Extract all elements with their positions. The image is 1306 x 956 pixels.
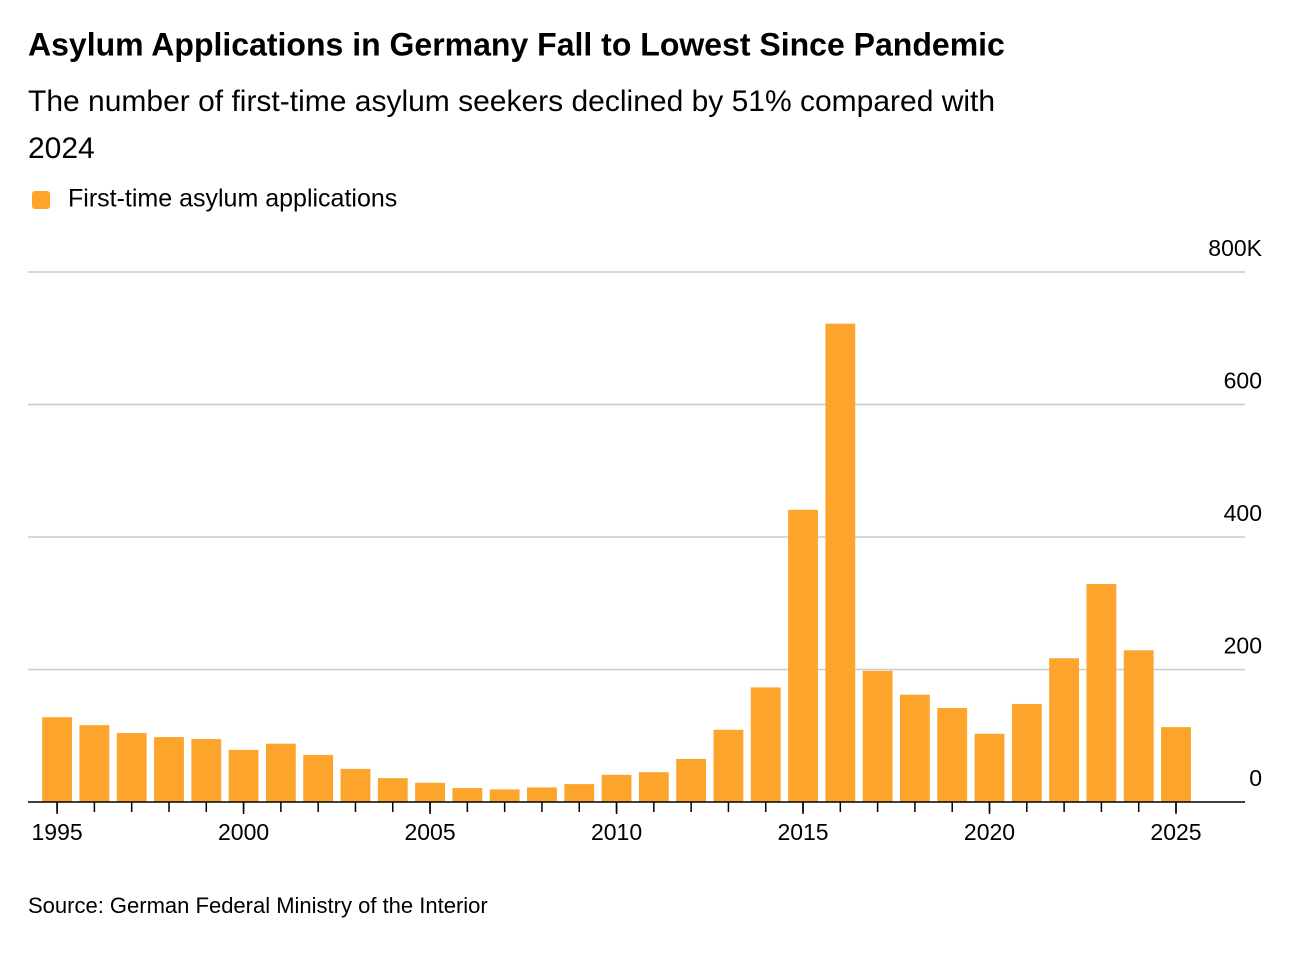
bar xyxy=(191,739,222,802)
bar xyxy=(377,778,408,802)
bar xyxy=(713,729,744,802)
bar xyxy=(900,694,930,802)
bar xyxy=(527,787,557,802)
source: Source: German Federal Ministry of the I… xyxy=(28,893,488,918)
chart-subtitle: The number of first-time asylum seekers … xyxy=(28,85,995,118)
x-tick-label: 2025 xyxy=(1150,819,1201,845)
bar xyxy=(1049,658,1080,802)
x-tick-label: 2005 xyxy=(404,819,455,845)
bar xyxy=(825,323,856,802)
bar xyxy=(601,774,632,802)
bar xyxy=(1011,703,1042,802)
legend-label: First-time asylum applications xyxy=(68,185,397,213)
bar xyxy=(676,758,707,802)
bar xyxy=(750,687,781,802)
x-tick-label: 2000 xyxy=(218,819,269,845)
bar xyxy=(228,749,259,802)
chart-subtitle: 2024 xyxy=(28,132,95,165)
bar xyxy=(862,670,893,802)
y-tick-label: 200 xyxy=(1224,633,1262,659)
bar xyxy=(937,707,968,802)
bar xyxy=(788,509,818,802)
bar xyxy=(79,725,110,802)
bar xyxy=(489,789,520,802)
x-tick-label: 1995 xyxy=(32,819,83,845)
bar xyxy=(974,733,1005,802)
bar xyxy=(415,782,445,802)
x-tick-label: 2020 xyxy=(964,819,1015,845)
legend-swatch xyxy=(32,191,50,209)
x-tick-label: 2010 xyxy=(591,819,642,845)
bar xyxy=(452,788,483,802)
y-tick-label: 400 xyxy=(1224,500,1262,526)
bar xyxy=(1086,584,1117,802)
y-tick-label: 0 xyxy=(1249,765,1262,791)
bar xyxy=(340,768,371,802)
x-tick-label: 2015 xyxy=(777,819,828,845)
y-tick-label: 800K xyxy=(1208,235,1262,261)
chart-title: Asylum Applications in Germany Fall to L… xyxy=(28,26,1005,62)
bar xyxy=(1161,727,1191,802)
bar xyxy=(265,743,296,802)
bar xyxy=(303,754,334,802)
bar xyxy=(42,717,73,802)
bar xyxy=(638,772,669,802)
bar xyxy=(116,733,147,802)
bar xyxy=(564,784,595,802)
bar xyxy=(1123,650,1154,802)
bar xyxy=(154,737,184,802)
y-tick-label: 600 xyxy=(1224,368,1262,394)
